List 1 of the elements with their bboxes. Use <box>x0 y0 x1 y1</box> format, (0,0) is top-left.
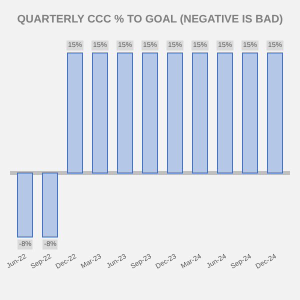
chart-title: QUARTERLY CCC % TO GOAL (NEGATIVE IS BAD) <box>17 14 284 26</box>
